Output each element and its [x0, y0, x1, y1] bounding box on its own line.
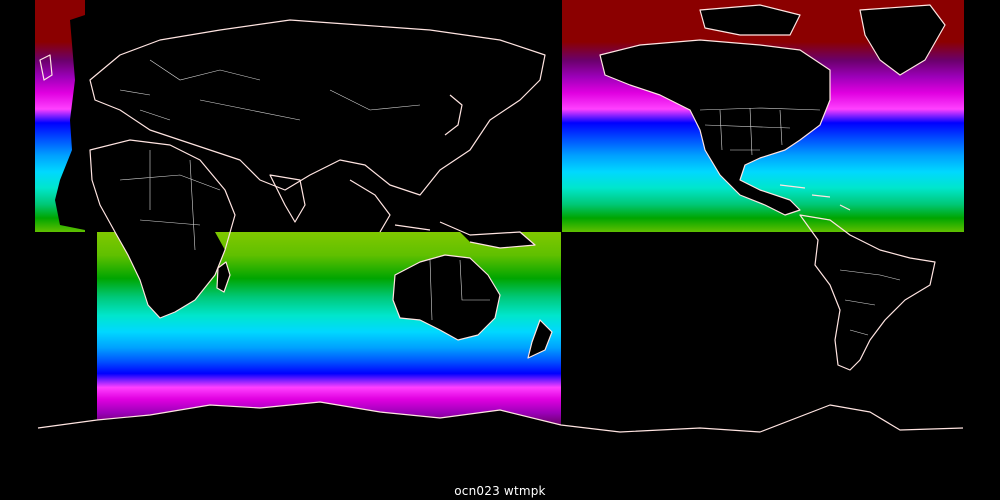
land-mask-new-guinea	[460, 232, 535, 248]
borders-south-america	[839, 269, 901, 336]
land-mask-madagascar	[217, 262, 230, 292]
coastline-madagascar	[216, 261, 231, 293]
land-mask-north-america	[600, 40, 830, 215]
coastline-eurasia	[89, 19, 546, 196]
coastline-japan	[444, 94, 463, 136]
land-mask-new-zealand	[528, 320, 552, 358]
land-mask-europe-edge	[55, 15, 85, 230]
coastline-british-isles	[39, 54, 53, 81]
coastline-se-asia	[349, 179, 536, 249]
coastlines	[37, 4, 964, 433]
map-caption: ocn023 wtmpk	[454, 484, 546, 498]
coastline-north-america	[599, 39, 831, 216]
borders-north-america	[699, 107, 821, 156]
coastline-antarctica	[37, 401, 964, 433]
borders-africa	[119, 150, 221, 251]
coastline-arctic-islands	[699, 4, 801, 36]
coastline-australia	[392, 254, 501, 341]
coastline-greenland	[859, 4, 946, 76]
coastline-new-zealand	[527, 319, 553, 359]
coastline-africa	[89, 139, 236, 319]
coastline-south-america	[799, 214, 936, 371]
land-mask-australia	[393, 255, 500, 340]
coastline-india	[269, 174, 306, 223]
borders-eurasia	[119, 59, 421, 121]
coastline-caribbean	[779, 184, 851, 211]
political-borders	[119, 59, 901, 336]
borders-australia	[429, 259, 490, 321]
land-mask-arctic-islands	[700, 5, 800, 35]
land-mask-greenland	[860, 5, 945, 75]
